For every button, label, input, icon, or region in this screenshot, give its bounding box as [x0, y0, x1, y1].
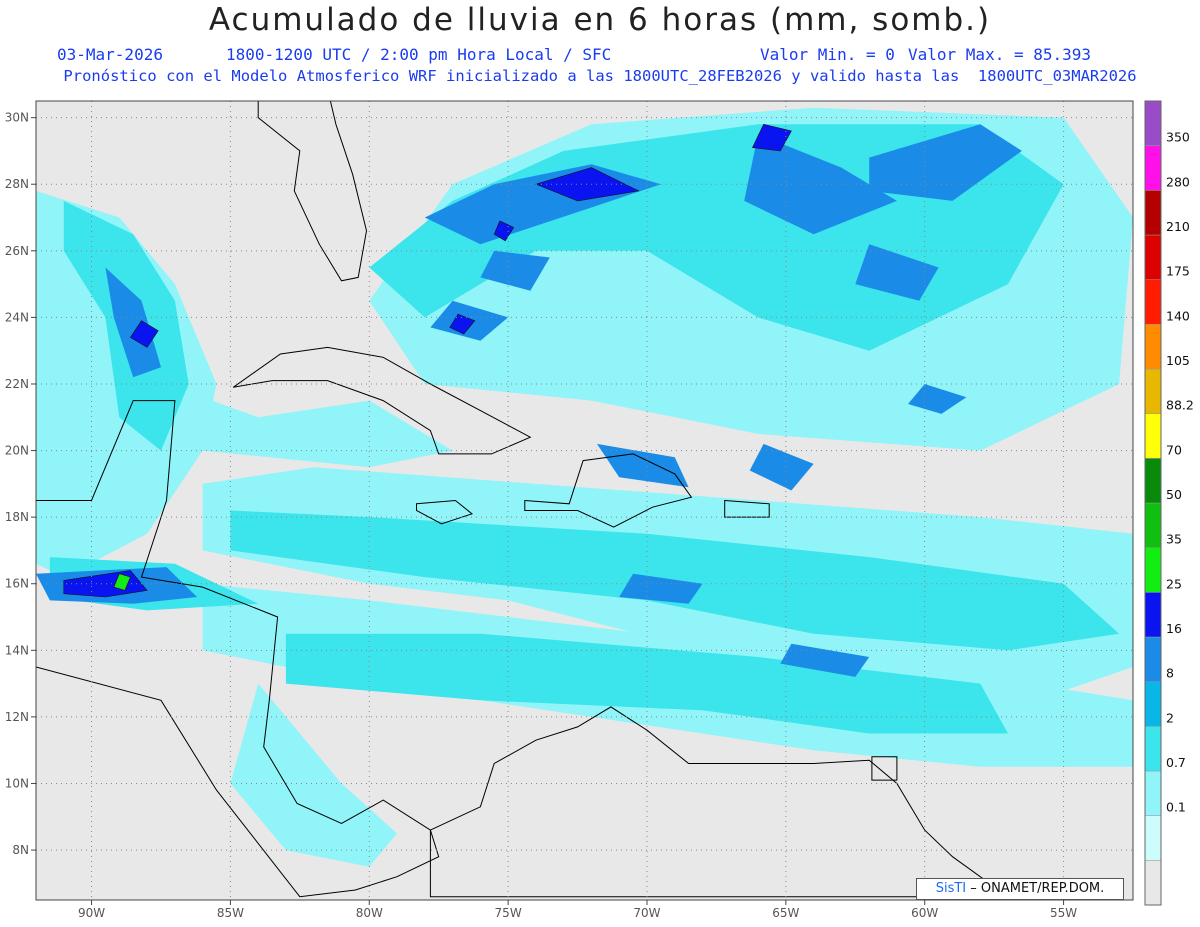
time-info: 1800-1200 UTC / 2:00 pm Hora Local / SFC [226, 45, 612, 64]
rain-area-level-4 [493, 220, 515, 242]
lat-tick-label: 26N [5, 244, 29, 258]
rain-area-level-4 [129, 320, 159, 348]
colorbar-segment [1144, 636, 1162, 682]
axis-ticks: 90W 85W 80W 75W 70W 65W 60W 55W 8N 10N 12N 14N 16N 18… [5, 111, 1078, 920]
colorbar-label: 0.1 [1166, 800, 1186, 815]
trinidad-coastline [871, 756, 898, 781]
map-title: Acumulado de lluvia en 6 horas (mm, somb… [208, 2, 992, 38]
colorbar-segment [1144, 502, 1162, 548]
rain-area-level-5 [113, 573, 131, 591]
colorbar-segment [1144, 279, 1162, 325]
rain-area-level-2 [285, 633, 1008, 734]
min-value-label: Valor Min. = 0 [760, 45, 895, 64]
colorbar-segment [1144, 190, 1162, 236]
model-info: Pronóstico con el Modelo Atmosferico WRF… [63, 67, 1137, 85]
rain-areas [36, 107, 1133, 867]
rain-area-level-4 [752, 123, 792, 152]
colorbar-segment [1144, 592, 1162, 638]
colorbar: 0.1 0.7 2 8 16 25 35 50 70 88.2 105 140 175 210 280 350 [1144, 100, 1194, 906]
colorbar-label: 210 [1166, 219, 1190, 234]
colorbar-label: 16 [1166, 621, 1182, 636]
colorbar-segment [1144, 681, 1162, 727]
lat-tick-label: 10N [5, 776, 29, 790]
hispaniola-coastline [524, 453, 693, 528]
south-america-coastline [429, 706, 1010, 898]
colorbar-label: 88.2 [1166, 398, 1194, 413]
lon-tick-label: 90W [78, 906, 105, 920]
rain-area-level-4 [534, 167, 640, 202]
lat-tick-label: 14N [5, 643, 29, 657]
forecast-date: 03-Mar-2026 [57, 45, 163, 64]
rain-area-level-3 [908, 384, 967, 414]
graticule [36, 101, 1133, 900]
colorbar-label: 35 [1166, 532, 1182, 547]
colorbar-segment [1144, 100, 1162, 146]
florida-coastline [161, 101, 368, 282]
colorbar-segment [1144, 145, 1162, 191]
rain-area-level-4 [449, 313, 476, 335]
colorbar-label: 0.7 [1166, 755, 1186, 770]
colorbar-segment [1144, 234, 1162, 280]
colorbar-frame [1144, 100, 1162, 906]
coastlines [36, 101, 1010, 898]
lat-tick-label: 18N [5, 510, 29, 524]
rain-area-level-3 [780, 643, 870, 677]
rain-area-level-1 [230, 683, 397, 867]
colorbar-segment [1144, 458, 1162, 504]
sistpi-logo: SisTI [935, 881, 967, 896]
rain-area-level-3 [869, 124, 1022, 201]
colorbar-segment [1144, 324, 1162, 370]
max-value-label: Valor Max. = 85.393 [908, 45, 1092, 64]
lon-tick-label: 75W [495, 906, 522, 920]
rain-area-level-3 [619, 573, 703, 604]
colorbar-label: 25 [1166, 576, 1182, 591]
rain-area-level-3 [744, 134, 897, 235]
lat-tick-label: 22N [5, 377, 29, 391]
colorbar-label: 8 [1166, 666, 1174, 681]
lat-tick-label: 28N [5, 177, 29, 191]
rain-area-level-3 [749, 443, 814, 491]
lat-tick-label: 30N [5, 111, 29, 125]
lat-tick-label: 16N [5, 577, 29, 591]
rain-area-level-3 [105, 267, 161, 378]
colorbar-label: 105 [1166, 353, 1190, 368]
credit-text: – ONAMET/REP.DOM. [970, 881, 1105, 896]
colorbar-label: 2 [1166, 710, 1174, 725]
lat-tick-label: 8N [12, 843, 29, 857]
colorbar-segment [1144, 726, 1162, 772]
colorbar-label: 280 [1166, 174, 1190, 189]
lon-tick-label: 55W [1050, 906, 1077, 920]
lon-tick-label: 70W [633, 906, 660, 920]
lon-tick-label: 65W [772, 906, 799, 920]
rain-area-level-3 [597, 443, 689, 488]
lon-tick-label: 85W [217, 906, 244, 920]
map-frame [35, 100, 1134, 901]
colorbar-label: 175 [1166, 264, 1190, 279]
jamaica-coastline [416, 499, 474, 525]
colorbar-segment [1144, 860, 1162, 906]
lon-tick-label: 80W [356, 906, 383, 920]
colorbar-segment [1144, 770, 1162, 816]
colorbar-segment [1144, 815, 1162, 861]
lat-tick-label: 24N [5, 310, 29, 324]
central-america-coastline [36, 400, 440, 898]
rain-area-level-3 [855, 244, 939, 301]
lat-tick-label: 20N [5, 444, 29, 458]
lon-tick-label: 60W [911, 906, 938, 920]
lat-tick-label: 12N [5, 710, 29, 724]
puerto-rico-coastline [724, 499, 770, 518]
colorbar-label: 140 [1166, 308, 1190, 323]
colorbar-label: 50 [1166, 487, 1182, 502]
rain-area-level-3 [480, 250, 550, 291]
colorbar-segment [1144, 413, 1162, 459]
colorbar-segment [1144, 547, 1162, 593]
colorbar-label: 350 [1166, 130, 1190, 145]
colorbar-label: 70 [1166, 442, 1182, 457]
colorbar-segment [1144, 368, 1162, 414]
credit-box: SisTI – ONAMET/REP.DOM. [916, 878, 1124, 900]
